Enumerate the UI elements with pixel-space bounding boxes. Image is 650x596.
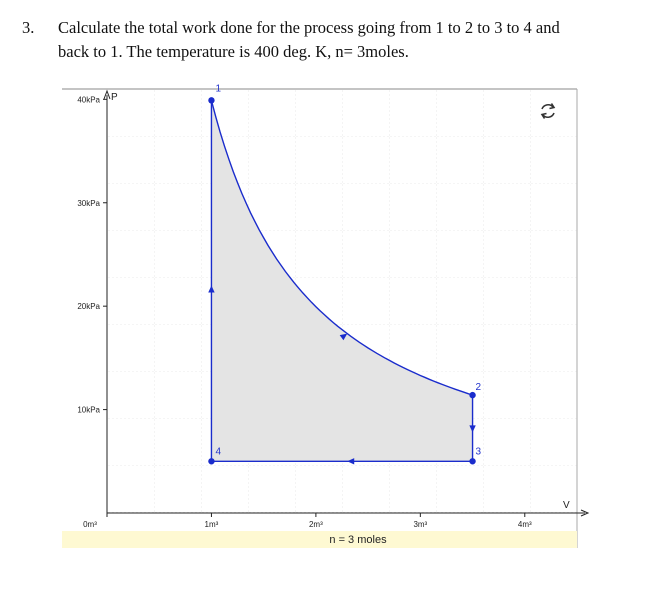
ticks: 0m³ 1m³ 2m³ 3m³ 4m³ 10kPa 20kPa 30kPa 40kPa <box>77 95 532 529</box>
y-tick-label: 20kPa <box>77 302 100 311</box>
state-point-4[interactable] <box>208 458 215 465</box>
x-axis-arrow <box>580 509 590 517</box>
work-area-fill <box>211 100 473 462</box>
arrow-4-1 <box>208 285 215 293</box>
state-label-1: 1 <box>215 83 221 94</box>
x-tick-label: 4m³ <box>518 520 532 529</box>
x-tick-label: 2m³ <box>309 520 323 529</box>
footer-bar <box>62 531 577 548</box>
state-label-4: 4 <box>215 446 221 457</box>
arrow-1-2 <box>339 333 348 341</box>
process-1-2-curve <box>210 100 473 396</box>
state-point-2[interactable] <box>469 391 476 399</box>
x-tick-label: 0m³ <box>83 520 97 529</box>
x-tick-label: 1m³ <box>205 520 219 529</box>
question-line-2: back to 1. The temperature is 400 deg. K… <box>58 42 409 61</box>
arrow-3-4 <box>347 458 355 465</box>
process-cycle: 1 2 3 4 <box>208 83 482 465</box>
x-tick-label: 3m³ <box>413 520 427 529</box>
y-tick-label: 10kPa <box>77 406 100 415</box>
refresh-icon[interactable] <box>540 103 556 119</box>
question-line-1: 3. Calculate the total work done for the … <box>22 16 637 40</box>
state-label-3: 3 <box>476 446 482 457</box>
y-tick-label: 30kPa <box>77 199 100 208</box>
footer-label: n = 3 moles <box>329 534 387 546</box>
y-axis-label: P <box>111 92 118 103</box>
question-text: 3. Calculate the total work done for the … <box>22 16 637 64</box>
question-number: 3. <box>22 18 35 37</box>
x-axis-label: V <box>563 500 570 511</box>
y-tick-label: 40kPa <box>77 95 100 104</box>
state-label-2: 2 <box>476 382 482 393</box>
y-axis-arrow <box>103 89 111 100</box>
state-point-3[interactable] <box>469 458 476 465</box>
arrow-2-3 <box>469 425 476 433</box>
state-point-1[interactable] <box>208 97 215 104</box>
